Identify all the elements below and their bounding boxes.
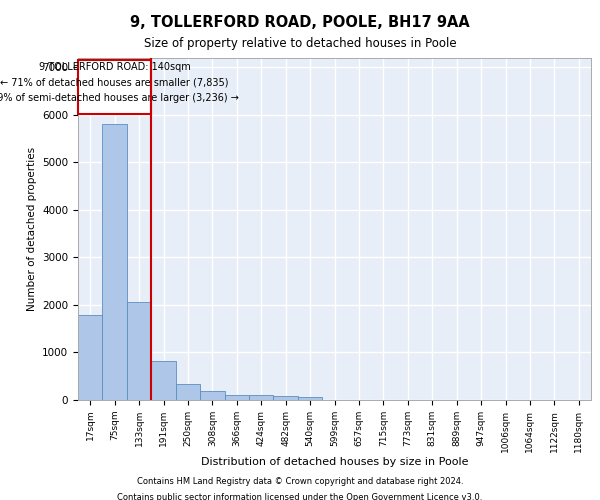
Y-axis label: Number of detached properties: Number of detached properties xyxy=(26,146,37,311)
Bar xyxy=(78,316,103,400)
Bar xyxy=(103,124,127,400)
Text: Contains public sector information licensed under the Open Government Licence v3: Contains public sector information licen… xyxy=(118,492,482,500)
X-axis label: Distribution of detached houses by size in Poole: Distribution of detached houses by size … xyxy=(201,458,468,468)
FancyBboxPatch shape xyxy=(78,60,151,114)
Bar xyxy=(249,396,274,400)
Text: Contains HM Land Registry data © Crown copyright and database right 2024.: Contains HM Land Registry data © Crown c… xyxy=(137,478,463,486)
Text: ← 71% of detached houses are smaller (7,835): ← 71% of detached houses are smaller (7,… xyxy=(1,78,229,88)
Bar xyxy=(274,396,298,400)
Bar xyxy=(127,302,151,400)
Bar xyxy=(298,397,322,400)
Text: 9 TOLLERFORD ROAD: 140sqm: 9 TOLLERFORD ROAD: 140sqm xyxy=(39,62,191,72)
Bar xyxy=(224,395,249,400)
Bar xyxy=(176,384,200,400)
Bar xyxy=(151,361,176,400)
Text: Size of property relative to detached houses in Poole: Size of property relative to detached ho… xyxy=(143,38,457,51)
Text: 29% of semi-detached houses are larger (3,236) →: 29% of semi-detached houses are larger (… xyxy=(0,92,239,102)
Bar xyxy=(200,391,224,400)
Text: 9, TOLLERFORD ROAD, POOLE, BH17 9AA: 9, TOLLERFORD ROAD, POOLE, BH17 9AA xyxy=(130,15,470,30)
